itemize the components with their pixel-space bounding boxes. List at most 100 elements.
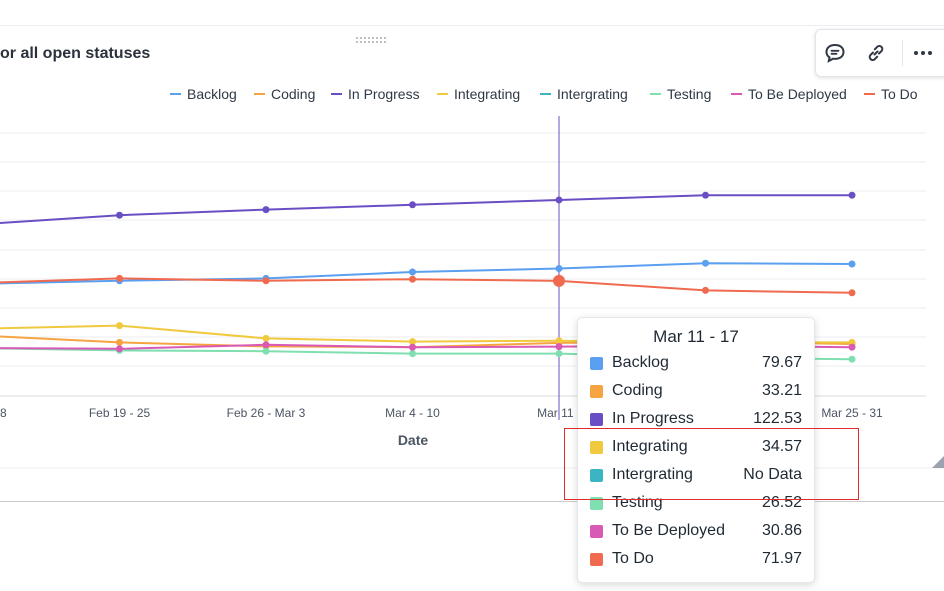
resize-handle-icon[interactable] — [932, 456, 944, 468]
data-point[interactable] — [116, 345, 123, 353]
data-point[interactable] — [409, 343, 416, 351]
drag-handle-icon[interactable] — [355, 36, 387, 44]
tooltip-value: 33.21 — [761, 382, 802, 399]
legend-swatch — [650, 93, 661, 95]
legend-label: In Progress — [348, 86, 420, 102]
legend-item-backlog[interactable]: Backlog — [170, 85, 237, 103]
tooltip-label: Integrating — [612, 438, 688, 455]
data-point[interactable] — [409, 275, 416, 283]
tooltip-value: 26.52 — [761, 494, 802, 511]
legend-item-in-progress[interactable]: In Progress — [331, 85, 420, 103]
data-point[interactable] — [262, 334, 270, 342]
chart-tooltip: Mar 11 - 17 Backlog 79.67 Coding 33.21 I… — [577, 317, 815, 583]
legend-item-intergrating[interactable]: Intergrating — [540, 85, 628, 103]
series-line-backlog[interactable] — [0, 262, 853, 285]
data-point[interactable] — [848, 355, 856, 363]
legend-item-coding[interactable]: Coding — [254, 85, 315, 103]
legend-label: Intergrating — [557, 86, 628, 102]
data-point[interactable] — [555, 337, 563, 345]
legend-swatch — [331, 93, 342, 95]
legend-label: Testing — [667, 86, 712, 102]
tooltip-swatch — [590, 524, 603, 538]
legend-label: Integrating — [454, 86, 521, 102]
tooltip-value: 34.57 — [761, 438, 802, 455]
legend-swatch — [540, 93, 551, 95]
data-point[interactable] — [848, 191, 856, 199]
legend-item-to-be-deployed[interactable]: To Be Deployed — [731, 85, 847, 103]
tooltip-swatch — [590, 384, 603, 398]
data-point[interactable] — [116, 338, 123, 346]
data-point[interactable] — [409, 201, 416, 209]
comment-icon — [825, 43, 845, 63]
data-point[interactable] — [848, 289, 856, 297]
tooltip-title: Mar 11 - 17 — [653, 327, 739, 346]
data-point[interactable] — [702, 259, 709, 267]
data-point[interactable] — [116, 274, 123, 282]
tooltip-swatch — [590, 356, 603, 370]
tooltip-label: Coding — [612, 382, 663, 399]
legend-swatch — [437, 93, 448, 95]
legend-item-testing[interactable]: Testing — [650, 85, 711, 103]
tooltip-value: No Data — [743, 466, 802, 483]
tooltip-swatch — [590, 552, 603, 566]
x-axis-ticks: 8 Feb 19 - 25 Feb 26 - Mar 3 Mar 4 - 10 Mar … — [0, 406, 883, 420]
data-point[interactable] — [262, 341, 270, 349]
data-point[interactable] — [702, 286, 709, 294]
data-point[interactable] — [262, 347, 270, 355]
data-point[interactable] — [116, 211, 123, 219]
link-button[interactable] — [861, 38, 891, 68]
tooltip-swatch — [590, 468, 603, 482]
tooltip-row: In Progress 122.53 — [590, 408, 802, 430]
tooltip-swatch — [590, 412, 603, 426]
comment-button[interactable] — [820, 38, 850, 68]
data-point[interactable] — [262, 277, 270, 285]
legend-label: Backlog — [187, 86, 237, 102]
data-point[interactable] — [702, 191, 709, 199]
x-tick-label: Feb 19 - 25 — [89, 406, 151, 420]
tooltip-row: To Be Deployed 30.86 — [590, 520, 802, 542]
more-button[interactable] — [908, 38, 938, 68]
tooltip-row: Integrating 34.57 — [590, 436, 802, 458]
data-point[interactable] — [409, 268, 416, 276]
legend-swatch — [864, 93, 875, 95]
legend-swatch — [170, 93, 181, 95]
tooltip-label: To Do — [612, 550, 654, 567]
more-icon — [914, 51, 932, 55]
data-point[interactable] — [555, 265, 563, 273]
data-point[interactable] — [409, 338, 416, 346]
tooltip-label: Intergrating — [612, 466, 693, 483]
data-point[interactable] — [409, 350, 416, 358]
widget-toolbar — [815, 29, 944, 77]
x-tick-label: Mar 4 - 10 — [385, 406, 440, 420]
tooltip-label: Backlog — [612, 354, 669, 371]
tooltip-label: Testing — [612, 494, 663, 511]
tooltip-row: To Do 71.97 — [590, 548, 802, 570]
data-point[interactable] — [555, 196, 563, 204]
data-point[interactable] — [848, 338, 856, 346]
toolbar-divider — [902, 40, 903, 66]
tooltip-value: 71.97 — [761, 550, 802, 567]
card-top-border — [0, 25, 944, 26]
x-tick-label: 8 — [0, 406, 7, 420]
tooltip-value: 30.86 — [761, 522, 802, 539]
data-point[interactable] — [553, 274, 565, 287]
data-point[interactable] — [555, 343, 563, 351]
data-point[interactable] — [116, 322, 123, 330]
data-point[interactable] — [848, 343, 856, 351]
tooltip-value: 79.67 — [761, 354, 802, 371]
tooltip-swatch — [590, 440, 603, 454]
tooltip-row: Backlog 79.67 — [590, 352, 802, 374]
legend-item-integrating[interactable]: Integrating — [437, 85, 520, 103]
data-point[interactable] — [555, 350, 563, 358]
x-tick-label: Feb 26 - Mar 3 — [227, 406, 306, 420]
data-point[interactable] — [848, 260, 856, 268]
x-tick-label: Mar 25 - 31 — [821, 406, 883, 420]
legend-item-to-do[interactable]: To Do — [864, 85, 918, 103]
legend-swatch — [731, 93, 742, 95]
legend-label: To Be Deployed — [748, 86, 847, 102]
legend-label: To Do — [881, 86, 918, 102]
tooltip-label: In Progress — [612, 410, 694, 427]
link-icon — [868, 45, 884, 61]
data-point[interactable] — [262, 206, 270, 214]
